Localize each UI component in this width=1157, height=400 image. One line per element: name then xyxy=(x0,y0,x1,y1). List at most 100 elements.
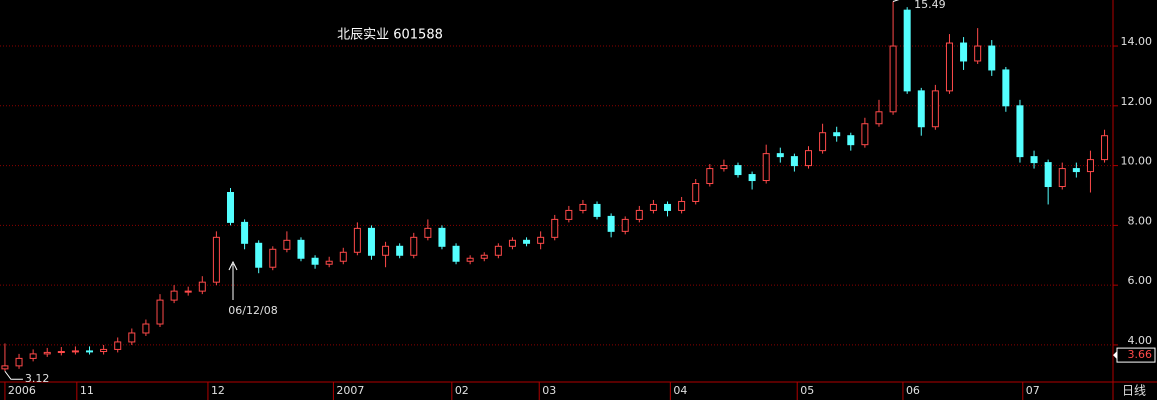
x-tick-label: 02 xyxy=(455,384,469,397)
candle-body xyxy=(466,257,474,262)
candle-body xyxy=(311,257,319,265)
candle-body xyxy=(960,42,968,62)
candle-body xyxy=(762,153,770,182)
candle-body xyxy=(1086,159,1094,173)
y-tick-label: 12.00 xyxy=(1121,95,1153,108)
annotation-arrowhead xyxy=(228,260,238,271)
candle-body xyxy=(748,174,756,182)
x-tick-label: 04 xyxy=(673,384,687,397)
x-tick-label: 2006 xyxy=(8,384,36,397)
low-label: 3.12 xyxy=(25,372,50,385)
candle-body xyxy=(734,165,742,176)
x-tick-label: 2007 xyxy=(336,384,364,397)
candle-body xyxy=(988,45,996,71)
candle-body xyxy=(508,239,516,247)
x-tick-label: 06 xyxy=(906,384,920,397)
x-tick-label: 11 xyxy=(80,384,94,397)
candle-body xyxy=(57,351,65,354)
y-tick-label: 14.00 xyxy=(1121,35,1153,48)
candle-body xyxy=(593,203,601,217)
candle-body xyxy=(945,42,953,92)
low-leader xyxy=(4,370,23,380)
candle-body xyxy=(241,221,249,244)
candle-body xyxy=(325,260,333,265)
candle-body xyxy=(1,365,9,370)
candle-body xyxy=(706,168,714,185)
candle-body xyxy=(649,203,657,211)
candle-body xyxy=(1016,105,1024,158)
x-tick-label: 03 xyxy=(542,384,556,397)
candle-body xyxy=(339,251,347,262)
candle-body xyxy=(438,227,446,247)
candle-body xyxy=(776,153,784,158)
candle-body xyxy=(1030,156,1038,164)
candle-body xyxy=(29,353,37,359)
chart-title: 北辰实业 601588 xyxy=(337,28,443,43)
candle-body xyxy=(579,203,587,211)
candle-body xyxy=(621,218,629,232)
y-tick-label: 6.00 xyxy=(1128,274,1153,287)
candle-body xyxy=(142,323,150,334)
candle-body xyxy=(565,209,573,220)
candle-body xyxy=(635,209,643,220)
candle-body xyxy=(212,236,220,283)
candle-body xyxy=(255,242,263,268)
candle-body xyxy=(847,135,855,146)
candle-body xyxy=(833,132,841,137)
candle-body xyxy=(607,215,615,232)
candle-body xyxy=(367,227,375,256)
candle-body xyxy=(790,156,798,167)
candle-body xyxy=(128,332,136,343)
candle-body xyxy=(382,245,390,256)
candle-body xyxy=(692,183,700,202)
candle-body xyxy=(819,132,827,152)
candle-body xyxy=(353,227,361,253)
candle-body xyxy=(100,348,108,353)
candle-body xyxy=(889,45,897,113)
candle-body xyxy=(114,341,122,350)
candle-body xyxy=(494,245,502,256)
last-price-label: 3.66 xyxy=(1128,348,1153,361)
high-leader xyxy=(892,0,900,2)
last-price-pointer xyxy=(1113,351,1117,360)
candle-body xyxy=(974,45,982,62)
candle-body xyxy=(917,90,925,128)
x-tick-label: 07 xyxy=(1026,384,1040,397)
candle-body xyxy=(184,290,192,293)
candle-body xyxy=(283,239,291,250)
candle-body xyxy=(156,299,164,325)
candle-body xyxy=(269,248,277,268)
candle-body xyxy=(452,245,460,262)
candle-body xyxy=(396,245,404,256)
candle-body xyxy=(678,200,686,211)
candle-body xyxy=(551,218,559,238)
candle-body xyxy=(226,191,234,223)
candle-body xyxy=(1002,69,1010,107)
candle-body xyxy=(15,357,23,367)
candle-body xyxy=(86,350,94,353)
candle-body xyxy=(903,9,911,92)
candle-body xyxy=(537,236,545,244)
period-label: 日线 xyxy=(1122,384,1146,398)
candle-body xyxy=(297,239,305,259)
candle-body xyxy=(1044,162,1052,188)
candle-body xyxy=(1072,168,1080,173)
annotation: 06/12/08 xyxy=(228,304,277,317)
candle-body xyxy=(170,290,178,301)
x-tick-label: 12 xyxy=(211,384,225,397)
y-tick-label: 4.00 xyxy=(1128,334,1153,347)
y-tick-label: 8.00 xyxy=(1128,214,1153,227)
candle-body xyxy=(720,165,728,170)
candle-body xyxy=(523,239,531,244)
candle-body xyxy=(410,236,418,256)
candle-body xyxy=(664,203,672,211)
candle-body xyxy=(1101,135,1109,161)
candle-body xyxy=(804,150,812,167)
candle-body xyxy=(861,123,869,146)
candle-body xyxy=(198,281,206,292)
candle-body xyxy=(424,227,432,238)
candle-body xyxy=(43,351,51,355)
